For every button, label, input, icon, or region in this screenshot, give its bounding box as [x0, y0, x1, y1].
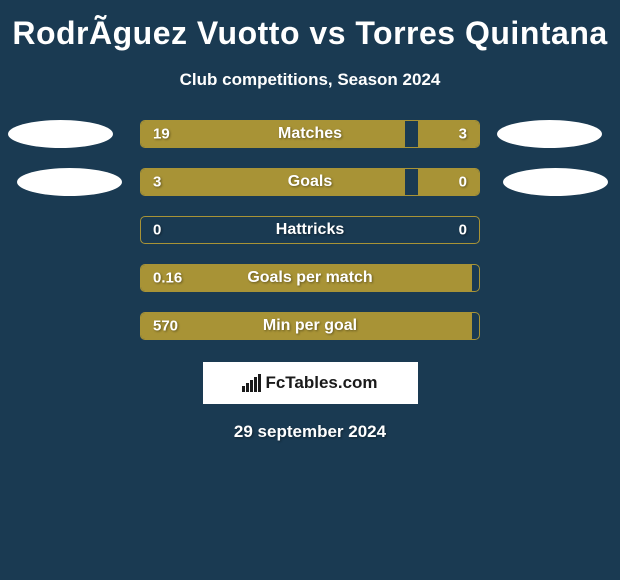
- stat-value-left: 3: [153, 174, 161, 191]
- stat-value-left: 570: [153, 318, 178, 335]
- subtitle: Club competitions, Season 2024: [180, 70, 441, 90]
- logo-chart-icon: [242, 374, 261, 392]
- comparison-row: Hattricks 0 0: [0, 216, 620, 244]
- stat-label: Min per goal: [263, 317, 357, 335]
- stat-label: Matches: [278, 125, 342, 143]
- stat-value-left: 19: [153, 126, 170, 143]
- stat-label: Goals: [288, 173, 332, 191]
- stat-value-right: 0: [459, 174, 467, 191]
- bar-fill-left: [141, 121, 405, 147]
- country-flag-left: [8, 120, 113, 148]
- stat-bar: Hattricks 0 0: [140, 216, 480, 244]
- comparison-row: Matches 19 3: [0, 120, 620, 148]
- stat-label: Hattricks: [276, 221, 344, 239]
- stat-value-left: 0: [153, 222, 161, 239]
- stat-value-right: 0: [459, 222, 467, 239]
- stat-bar: Goals 3 0: [140, 168, 480, 196]
- country-flag-left: [17, 168, 122, 196]
- comparison-row: Goals per match 0.16: [0, 264, 620, 292]
- country-flag-right: [503, 168, 608, 196]
- stat-bar: Matches 19 3: [140, 120, 480, 148]
- logo-box: FcTables.com: [203, 362, 418, 404]
- page-title: RodrÃ­guez Vuotto vs Torres Quintana: [12, 15, 607, 52]
- date-text: 29 september 2024: [234, 422, 386, 442]
- stat-value-left: 0.16: [153, 270, 182, 287]
- comparison-section: Matches 19 3 Goals 3 0 Hattricks 0 0 Goals per ma…: [0, 120, 620, 340]
- comparison-infographic: RodrÃ­guez Vuotto vs Torres Quintana Clu…: [0, 0, 620, 452]
- comparison-row: Min per goal 570: [0, 312, 620, 340]
- logo-text: FcTables.com: [265, 373, 377, 393]
- bar-fill-left: [141, 169, 405, 195]
- country-flag-right: [497, 120, 602, 148]
- bar-fill-right: [418, 121, 479, 147]
- stat-label: Goals per match: [247, 269, 372, 287]
- comparison-row: Goals 3 0: [0, 168, 620, 196]
- bar-fill-right: [418, 169, 479, 195]
- stat-bar: Min per goal 570: [140, 312, 480, 340]
- stat-bar: Goals per match 0.16: [140, 264, 480, 292]
- stat-value-right: 3: [459, 126, 467, 143]
